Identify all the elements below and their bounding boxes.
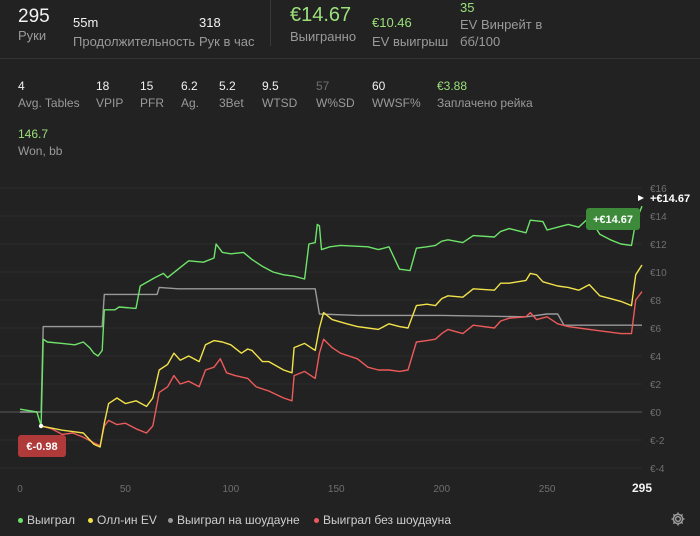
stat-wtsd-label: WTSD xyxy=(262,96,298,110)
stat-hands-label: Руки xyxy=(18,28,47,43)
stat-avg-tables-value: 4 xyxy=(18,79,25,93)
x-tick-label: 0 xyxy=(17,484,23,495)
min-value-badge: €-0.98 xyxy=(18,435,66,457)
y-tick-label: €2 xyxy=(650,380,662,391)
x-tick-label: 100 xyxy=(223,484,240,495)
stat-hands-value: 295 xyxy=(18,6,50,27)
stat-hands-per-hour: 318 Рук в час xyxy=(199,15,255,49)
stat-pfr: 15 PFR xyxy=(140,79,164,110)
stat-wwsf-value: 60 xyxy=(372,79,386,93)
legend-won-label: Выиграл xyxy=(27,513,76,527)
y-tick-label: €14 xyxy=(650,212,667,223)
stat-pfr-value: 15 xyxy=(140,79,154,93)
chart-badges: +€14.67 +€14.67 €-0.98 xyxy=(18,193,690,457)
stat-wsd-value: 57 xyxy=(316,79,330,93)
x-tick-label: 200 xyxy=(433,484,450,495)
header-separator xyxy=(0,58,700,59)
stat-duration-label: Продолжительность xyxy=(73,34,196,49)
y-axis-ticks: €-4 €-2 €0 €2 €4 €6 €8 €10 €12 €14 €16 xyxy=(650,184,667,475)
chart-lines xyxy=(19,205,643,448)
stat-3bet-label: 3Bet xyxy=(219,96,244,110)
stat-hph-label: Рук в час xyxy=(199,34,255,49)
legend-won[interactable]: Выиграл xyxy=(18,513,75,527)
x-axis-ticks: 0 50 100 150 200 250 295 xyxy=(17,481,652,495)
min-value-badge-text: €-0.98 xyxy=(26,441,57,453)
stat-wtsd: 9.5 WTSD xyxy=(262,79,297,110)
legend-won-dot xyxy=(18,517,23,523)
series-line-1 xyxy=(40,264,643,448)
stat-vpip: 18 VPIP xyxy=(96,79,123,110)
x-tick-label: 150 xyxy=(328,484,345,495)
legend-showdown-label: Выиграл на шоудауне xyxy=(177,513,300,527)
y-tick-label: €4 xyxy=(650,352,662,363)
stat-rake-label: Заплачено рейка xyxy=(437,96,533,110)
legend-non-showdown-label: Выиграл без шоудауна xyxy=(323,513,451,527)
stat-ev-won: €10.46 EV выигрыш xyxy=(372,15,448,49)
stat-won-label: Выигранно xyxy=(290,29,357,44)
y-tick-label: €-2 xyxy=(650,436,665,447)
min-marker xyxy=(38,423,44,429)
stat-pfr-label: PFR xyxy=(140,96,164,110)
stat-wsd-label: W%SD xyxy=(316,96,355,110)
stat-won-bb-value: 146.7 xyxy=(18,127,49,141)
stat-won-bb: 146.7 Won, bb xyxy=(18,127,62,158)
stat-duration: 55m Продолжительность xyxy=(73,15,195,49)
stat-hands: 295 Руки xyxy=(18,6,50,43)
stat-won-value: €14.67 xyxy=(290,4,352,26)
y-tick-label: €10 xyxy=(650,268,667,279)
stat-ev-winrate-value: 35 xyxy=(460,0,475,15)
series-line-2 xyxy=(20,286,642,413)
stat-ev-won-value: €10.46 xyxy=(372,15,412,30)
y-tick-label: €12 xyxy=(650,240,667,251)
end-value-badge-text: +€14.67 xyxy=(593,214,633,226)
stat-rake: €3.88 Заплачено рейка xyxy=(437,79,533,110)
stat-hph-value: 318 xyxy=(199,15,221,30)
series-line-3 xyxy=(40,291,643,447)
stat-ev-won-label: EV выигрыш xyxy=(372,34,449,49)
legend-showdown[interactable]: Выиграл на шоудауне xyxy=(168,513,300,527)
profit-chart[interactable]: €-4 €-2 €0 €2 €4 €6 €8 €10 €12 €14 €16 0 50 100 150 20… xyxy=(0,178,700,500)
stat-avg-tables-label: Avg. Tables xyxy=(18,96,80,110)
stat-ev-winrate-label-2: бб/100 xyxy=(460,34,501,49)
stat-ev-winrate: 35 EV Винрейт в бб/100 xyxy=(460,0,542,49)
stat-won-bb-label: Won, bb xyxy=(18,144,63,158)
legend-showdown-dot xyxy=(168,517,173,523)
stat-ag-value: 6.2 xyxy=(181,79,198,93)
stat-ag-label: Ag. xyxy=(181,96,200,110)
y-tick-label: €0 xyxy=(650,408,662,419)
stat-ev-winrate-label-1: EV Винрейт в xyxy=(460,17,543,32)
stat-duration-value: 55m xyxy=(73,15,99,30)
stat-wwsf: 60 WWSF% xyxy=(372,79,421,110)
stat-won: €14.67 Выигранно xyxy=(290,4,356,44)
legend-allin-ev[interactable]: Олл-ин EV xyxy=(88,513,157,527)
gear-icon[interactable] xyxy=(670,511,686,527)
x-tick-label: 250 xyxy=(539,484,556,495)
series-line-0 xyxy=(19,205,643,427)
stat-wsd: 57 W%SD xyxy=(316,79,355,110)
y-tick-label: €8 xyxy=(650,296,662,307)
stat-ag: 6.2 Ag. xyxy=(181,79,199,110)
y-tick-label: €6 xyxy=(650,324,662,335)
end-value-badge: +€14.67 xyxy=(586,208,640,230)
legend-non-showdown-dot xyxy=(314,517,319,523)
stat-3bet-value: 5.2 xyxy=(219,79,236,93)
header-divider xyxy=(270,0,271,46)
stat-vpip-label: VPIP xyxy=(96,96,124,110)
x-end-label: 295 xyxy=(632,481,652,495)
legend-allin-ev-label: Олл-ин EV xyxy=(97,513,157,527)
end-value-label: +€14.67 xyxy=(650,193,690,205)
stat-wtsd-value: 9.5 xyxy=(262,79,279,93)
stat-3bet: 5.2 3Bet xyxy=(219,79,244,110)
stat-avg-tables: 4 Avg. Tables xyxy=(18,79,80,110)
stat-wwsf-label: WWSF% xyxy=(372,96,421,110)
y-tick-label: €16 xyxy=(650,184,667,195)
stat-vpip-value: 18 xyxy=(96,79,110,93)
legend-non-showdown[interactable]: Выиграл без шоудауна xyxy=(314,513,451,527)
stat-rake-value: €3.88 xyxy=(437,79,468,93)
legend-allin-ev-dot xyxy=(88,517,93,523)
y-tick-label: €-4 xyxy=(650,464,665,475)
x-tick-label: 50 xyxy=(120,484,132,495)
chart-grid xyxy=(0,187,642,469)
end-marker xyxy=(638,195,644,201)
